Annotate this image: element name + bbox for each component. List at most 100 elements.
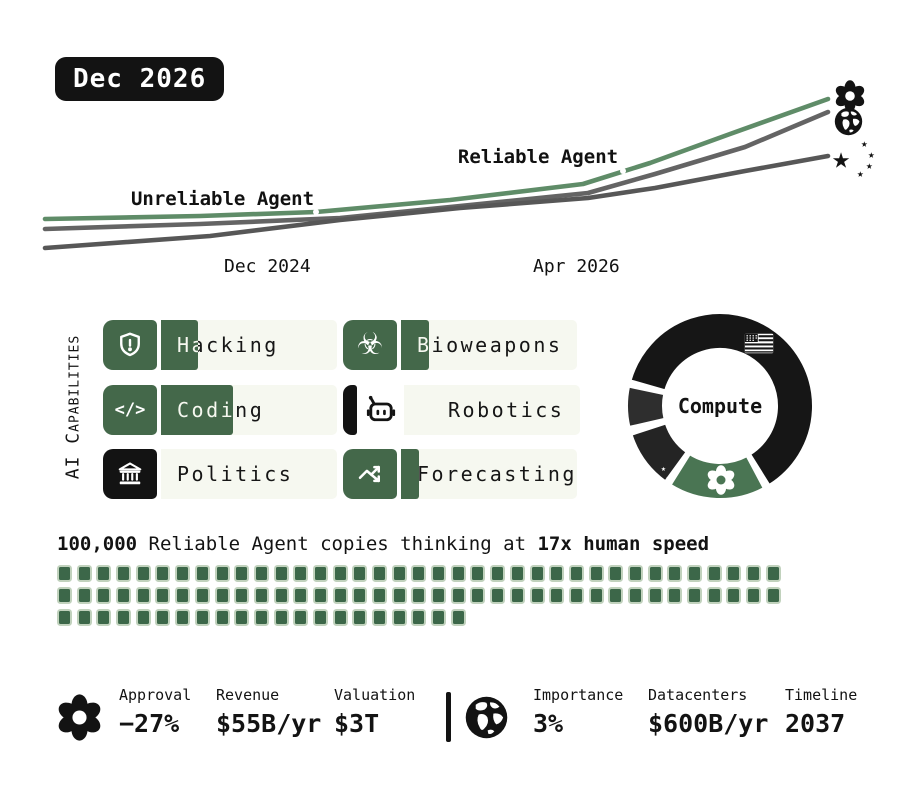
- capability-label: Robotics: [448, 398, 565, 422]
- copy-square: [96, 587, 112, 604]
- bank-icon: [103, 449, 157, 499]
- copies-heading-part: 100,000: [57, 533, 138, 555]
- stat-approval: Approval −27%: [119, 686, 249, 738]
- copies-row: [57, 565, 781, 582]
- donut-segment-us-flag-share: [629, 312, 814, 487]
- copy-square: [332, 587, 348, 604]
- copy-square: [687, 565, 702, 582]
- annotation-reliable-agent: Reliable Agent: [457, 146, 619, 168]
- copy-square: [411, 609, 427, 626]
- openbrain-spiral-icon: [56, 694, 103, 745]
- x-tick-dec-2024: Dec 2024: [224, 256, 311, 277]
- stat-valuation: Valuation $3T: [334, 686, 464, 738]
- timeline-date-badge[interactable]: Dec 2026: [55, 57, 225, 101]
- copy-square: [57, 565, 72, 582]
- copy-square: [391, 587, 407, 604]
- copy-square: [726, 587, 742, 604]
- copy-square: [568, 587, 584, 604]
- openbrain-spiral-icon: [706, 465, 736, 499]
- star-cluster-icon: ★ ★ ★ ★ ★: [832, 137, 875, 180]
- copy-square: [76, 565, 92, 582]
- copy-square: [450, 565, 466, 582]
- copy-square: [765, 565, 781, 582]
- openbrain-spiral-icon: [834, 80, 866, 116]
- copy-square: [116, 587, 132, 604]
- copy-square: [372, 565, 387, 582]
- copy-square: [76, 587, 92, 604]
- stat-importance: Importance 3%: [533, 686, 663, 738]
- copy-square: [293, 587, 309, 604]
- capability-fill: Hacking: [161, 320, 198, 370]
- copy-square: [352, 609, 368, 626]
- copy-square: [372, 587, 387, 604]
- copy-square: [509, 565, 525, 582]
- stat-label: Revenue: [216, 686, 280, 704]
- copy-square: [312, 609, 328, 626]
- stat-value: $3T: [334, 709, 380, 738]
- stat-label: Datacenters: [648, 686, 748, 704]
- copy-square: [568, 565, 584, 582]
- stat-label: Approval: [119, 686, 192, 704]
- copy-square: [431, 609, 447, 626]
- copy-square: [135, 609, 151, 626]
- copy-square: [253, 565, 269, 582]
- copy-square: [647, 565, 663, 582]
- copy-square: [549, 565, 565, 582]
- robot-icon: [360, 385, 402, 435]
- copy-square: [234, 565, 250, 582]
- us-flag-icon: [744, 333, 774, 358]
- copy-square: [96, 609, 112, 626]
- capability-label: Forecasting: [417, 462, 577, 486]
- copy-square: [509, 587, 525, 604]
- globe-icon: [463, 694, 510, 745]
- copy-square: [391, 609, 407, 626]
- capability-fill: Forecasting: [401, 449, 419, 499]
- capability-row-bioweapons: ☣ Bioweapons Bioweapons: [343, 320, 577, 370]
- copy-square: [470, 587, 486, 604]
- copy-square: [273, 587, 289, 604]
- copy-square: [490, 587, 506, 604]
- copy-square: [431, 565, 447, 582]
- copy-square: [175, 587, 191, 604]
- copy-square: [627, 565, 643, 582]
- stat-label: Timeline: [785, 686, 858, 704]
- copy-square: [194, 565, 210, 582]
- capability-row-robotics: Robotics Robotics: [343, 385, 580, 435]
- star-cluster-icon: ★ ★ ★ ★ ★: [639, 464, 671, 497]
- copy-square: [746, 587, 762, 604]
- copy-square: [529, 587, 545, 604]
- trend-icon: [343, 449, 397, 499]
- copy-square: [588, 587, 604, 604]
- copy-square: [490, 565, 506, 582]
- capabilities-section-label: AI Capabilities: [62, 334, 84, 480]
- copy-square: [234, 609, 250, 626]
- stat-value: −27%: [119, 709, 180, 738]
- copy-square: [57, 609, 72, 626]
- copy-square: [273, 609, 289, 626]
- stat-label: Importance: [533, 686, 624, 704]
- capability-fill: Bioweapons: [401, 320, 430, 370]
- globe-icon: [833, 106, 864, 141]
- copies-heading: 100,000 Reliable Agent copies thinking a…: [57, 533, 709, 555]
- copy-square: [293, 565, 309, 582]
- copy-square: [588, 565, 604, 582]
- copy-square: [253, 609, 269, 626]
- copy-square: [746, 565, 762, 582]
- copy-square: [135, 587, 151, 604]
- copy-square: [155, 587, 171, 604]
- copies-row: [57, 587, 781, 604]
- copy-square: [667, 587, 683, 604]
- biohazard-icon: ☣: [343, 320, 397, 370]
- copy-square: [57, 587, 72, 604]
- compute-donut-chart: [626, 312, 814, 501]
- donut-center-label: Compute: [677, 394, 763, 418]
- copy-square: [411, 587, 427, 604]
- stat-value: 3%: [533, 709, 564, 738]
- copies-heading-part: 17x human speed: [537, 533, 710, 555]
- copy-square: [372, 609, 387, 626]
- copy-square: [706, 587, 722, 604]
- stat-datacenters: Datacenters $600B/yr: [648, 686, 778, 738]
- capability-row-forecasting: Forecasting Forecasting: [343, 449, 577, 499]
- code-icon: </>: [103, 385, 157, 435]
